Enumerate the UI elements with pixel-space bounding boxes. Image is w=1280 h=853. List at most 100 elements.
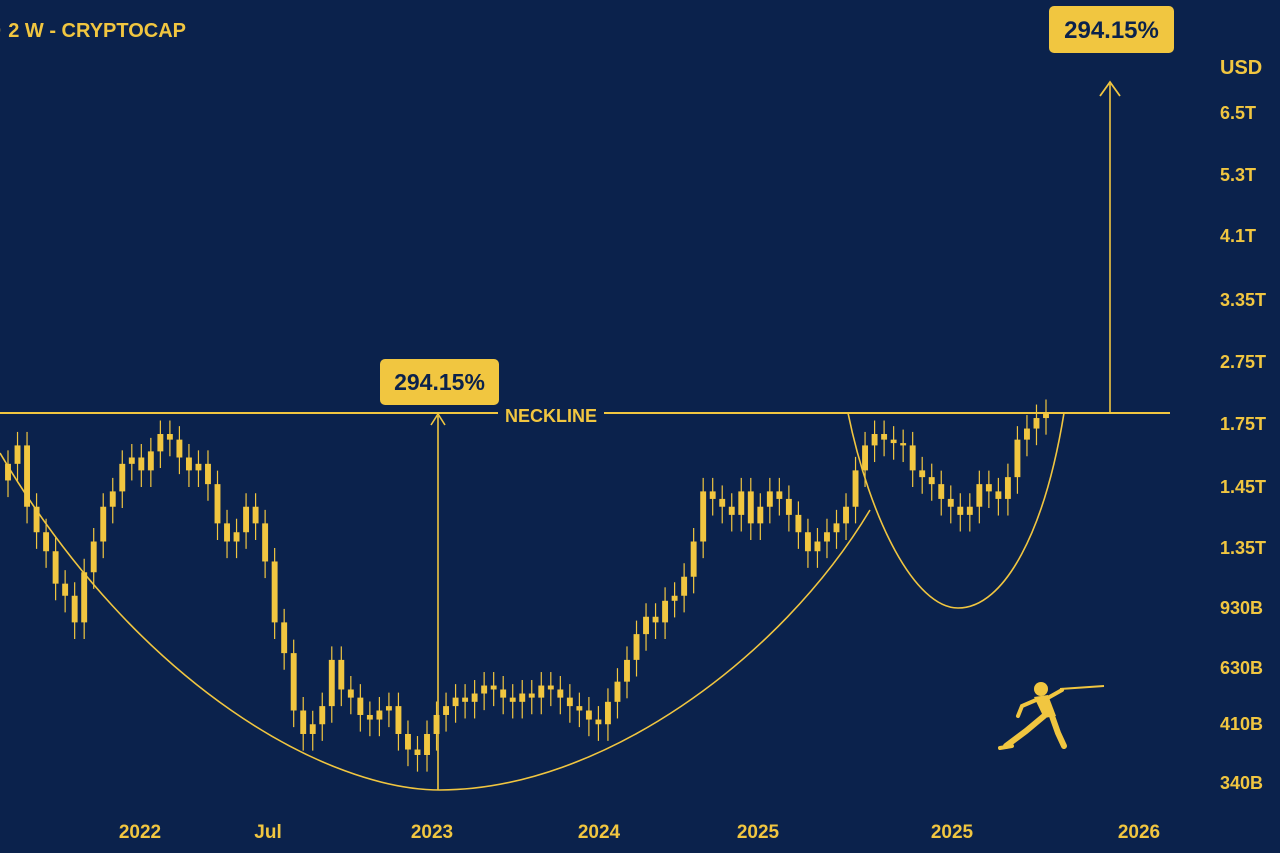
y-tick-label: 340B: [1220, 773, 1263, 793]
candle: [300, 697, 307, 751]
candle-body: [595, 719, 602, 725]
candle-body: [205, 463, 211, 485]
candle: [52, 537, 59, 601]
candle-body: [719, 498, 726, 507]
candle-body: [881, 434, 888, 440]
candle: [33, 493, 40, 549]
candle: [1033, 404, 1040, 446]
candle: [5, 450, 11, 498]
candle: [585, 697, 592, 737]
y-tick-label: 410B: [1220, 714, 1263, 734]
candle-body: [100, 506, 107, 542]
x-tick-label: Jul: [254, 822, 281, 843]
candle-body: [585, 710, 592, 720]
candle: [547, 672, 554, 707]
candle: [785, 485, 792, 532]
candle-body: [547, 685, 554, 690]
candle: [43, 518, 50, 568]
candle-body: [652, 616, 659, 623]
candle-body: [71, 595, 78, 623]
candle-body: [224, 523, 230, 542]
candle: [195, 450, 202, 488]
candle-body: [366, 714, 373, 720]
candle: [281, 608, 288, 670]
y-tick-label: 1.35T: [1220, 538, 1266, 558]
x-axis: 2022 Jul 2023 2024 2025 2025 2026: [119, 822, 1160, 843]
candle-body: [604, 701, 611, 725]
candle: [366, 701, 373, 737]
candle-body: [804, 532, 811, 552]
candle: [909, 431, 916, 488]
candle: [509, 684, 516, 719]
y-tick-label: 1.75T: [1220, 414, 1266, 434]
candle-body: [814, 541, 821, 552]
candle: [690, 528, 697, 594]
x-tick-label: 2023: [411, 822, 453, 843]
candle: [824, 518, 830, 559]
candle: [252, 493, 259, 540]
candle: [500, 675, 507, 715]
candle-body: [233, 532, 240, 542]
candle-body: [128, 457, 135, 464]
y-tick-label: 4.1T: [1220, 226, 1256, 246]
y-tick-label: 630B: [1220, 658, 1263, 678]
candle-body: [900, 443, 907, 446]
candle-body: [81, 572, 88, 623]
y-tick-label: 930B: [1220, 598, 1263, 618]
candle: [452, 684, 459, 723]
candle-body: [557, 689, 564, 698]
candle-body: [1033, 418, 1040, 429]
candle: [633, 620, 640, 677]
candle: [519, 680, 526, 719]
x-tick-label: 2024: [578, 822, 621, 843]
candle-body: [90, 541, 97, 573]
candle: [881, 420, 888, 457]
candle-body: [538, 685, 545, 698]
candle-body: [1043, 413, 1049, 419]
candle: [385, 692, 392, 728]
candle: [1004, 463, 1011, 516]
candle: [414, 736, 421, 772]
candle: [71, 582, 78, 640]
candle-body: [119, 463, 126, 492]
candle-body: [566, 697, 573, 707]
candle: [681, 563, 688, 613]
candle-body: [500, 689, 507, 698]
candle-body: [252, 506, 259, 524]
candle: [395, 692, 402, 751]
candle: [271, 547, 278, 640]
candle-body: [662, 600, 669, 623]
candle: [205, 450, 211, 501]
mid-badge-box: [380, 359, 499, 405]
candle: [776, 477, 783, 516]
candle: [119, 450, 126, 509]
candle: [700, 477, 707, 559]
candle: [528, 680, 535, 715]
candle: [243, 493, 250, 549]
candle: [176, 426, 183, 475]
candle-body: [185, 457, 192, 471]
candle: [100, 493, 107, 559]
candle-body: [785, 498, 792, 515]
candle-body: [62, 583, 69, 596]
candle: [357, 684, 364, 732]
candle-body: [24, 445, 30, 507]
candle-body: [976, 484, 983, 507]
fencer-icon: [998, 682, 1105, 750]
x-tick-label: 2025: [931, 822, 974, 843]
candle-body: [471, 693, 478, 702]
candle: [833, 509, 840, 549]
candle: [957, 493, 964, 532]
candle-body: [624, 659, 630, 682]
candle: [538, 672, 545, 715]
candle: [90, 528, 97, 589]
candle: [852, 456, 859, 524]
candle-body: [405, 733, 411, 750]
candle-body: [890, 439, 897, 444]
top-badge-text: 294.15%: [1064, 17, 1159, 44]
candle-body: [938, 484, 945, 499]
candle: [804, 518, 811, 568]
mid-badge-text: 294.15%: [394, 369, 485, 395]
candle: [614, 668, 621, 719]
